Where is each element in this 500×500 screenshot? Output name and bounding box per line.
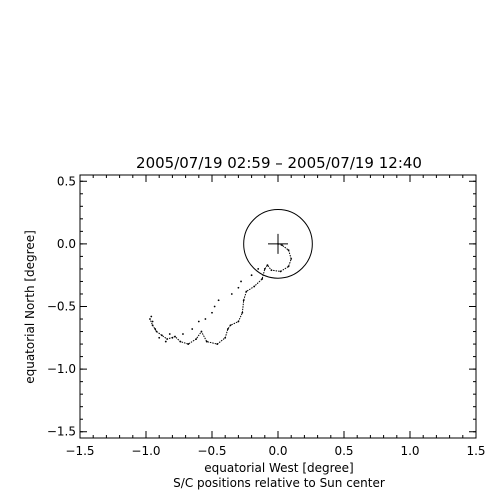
path-point [226,328,229,330]
path-point [290,258,293,260]
path-point [277,242,279,245]
path-point [216,343,219,345]
y-tick-label: −1.0 [47,362,76,376]
y-tick-label: 0.0 [57,237,76,251]
path-point [229,324,232,327]
scatter-point [164,340,167,343]
scatter-point [197,320,200,323]
path-point [281,244,283,247]
path-point [195,338,198,340]
scatter-point [150,315,153,318]
x-tick-label: 1.5 [466,444,485,458]
x-tick-label: 0.0 [268,444,287,458]
data-marks [149,209,313,345]
path-point [266,264,269,267]
path-point [245,290,248,293]
path-point [200,330,203,333]
chart-caption: S/C positions relative to Sun center [173,476,385,490]
y-axis-label: equatorial North [degree] [23,230,37,384]
path-point [205,340,208,343]
scatter-point [217,299,220,302]
y-tick-label: 0.5 [57,174,76,188]
x-tick-label: −0.5 [197,444,226,458]
path-point [263,268,266,270]
path-point [253,285,256,288]
spacecraft-path [149,243,292,345]
path-point [270,269,273,272]
scatter-point [213,305,216,308]
path-point [166,338,169,340]
path-point [160,334,163,337]
x-tick-label: −1.5 [65,444,94,458]
scatter-point [237,286,240,289]
sun-disk [243,209,313,279]
scatter-point [250,274,253,277]
scatter-point [151,320,154,323]
path-point [279,270,282,273]
path-point [179,340,182,343]
x-tick-label: 0.5 [334,444,353,458]
scatter-point [182,333,184,335]
path-point [187,343,190,345]
x-tick-label: 1.0 [400,444,419,458]
scatter-point [168,333,171,335]
scatter-point [211,311,213,314]
scatter-point [230,293,233,295]
scatter-point [158,336,161,339]
chart-title: 2005/07/19 02:59 – 2005/07/19 12:40 [136,154,422,172]
path-point [242,299,245,302]
path-point [151,324,154,327]
scatter-point [191,328,194,330]
y-tick-label: −0.5 [47,300,76,314]
scatter-point [154,328,157,330]
path-point [224,336,227,339]
y-tick-label: −1.5 [47,425,76,439]
path-point [241,311,244,314]
plot-area [79,174,477,439]
path-point [155,330,158,333]
x-axis: −1.5 −1.0 −0.5 0.0 0.5 1.0 1.5 [65,175,486,458]
scatter-point [240,280,242,283]
plot-frame [79,174,477,439]
x-tick-label: −1.0 [131,444,160,458]
scatter-point [257,268,260,270]
path-point [287,249,290,252]
path-point [261,278,264,280]
scatter-point [204,318,207,320]
path-point [149,318,151,320]
path-point [237,320,240,323]
x-axis-label: equatorial West [degree] [204,461,354,475]
path-point [287,265,290,268]
path-point [174,335,176,338]
scatter-point [171,336,174,339]
y-axis: 0.5 0.0 −0.5 −1.0 −1.5 [47,174,476,439]
